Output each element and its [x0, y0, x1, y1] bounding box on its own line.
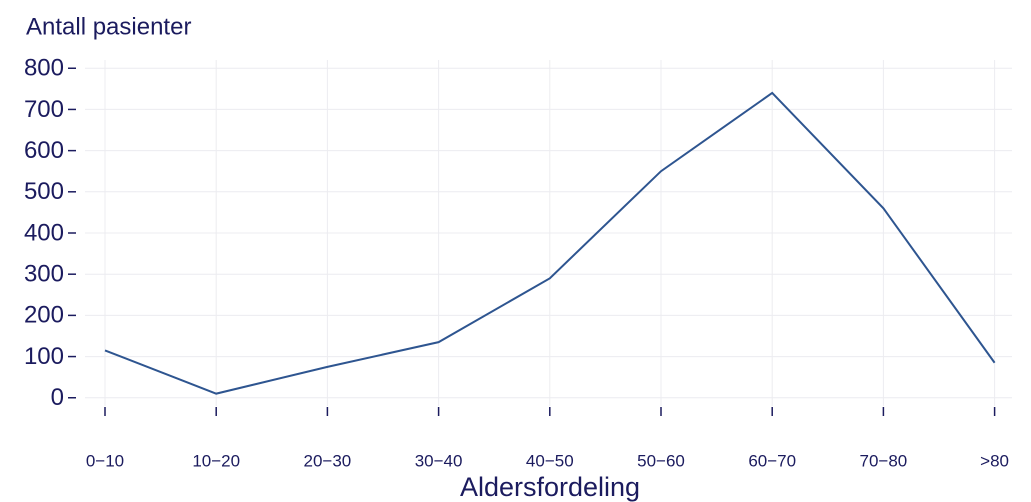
y-tick-label: 100 — [24, 343, 64, 370]
y-tick-label: 600 — [24, 137, 64, 164]
x-tick-label: 0−10 — [86, 451, 124, 470]
y-tick-label: 500 — [24, 178, 64, 205]
x-tick-label: 40−50 — [526, 451, 574, 470]
y-tick-label: 0 — [51, 384, 64, 411]
y-tick-label: 800 — [24, 55, 64, 82]
y-tick-label: 300 — [24, 261, 64, 288]
x-tick-label: 20−30 — [304, 451, 352, 470]
y-tick-label: 700 — [24, 96, 64, 123]
x-tick-label: 60−70 — [748, 451, 796, 470]
y-axis-title: Antall pasienter — [26, 13, 191, 40]
x-tick-label: 70−80 — [860, 451, 908, 470]
x-tick-label: >80 — [980, 451, 1009, 470]
x-tick-label: 30−40 — [415, 451, 463, 470]
x-axis-title: Aldersfordeling — [460, 472, 640, 502]
line-series — [104, 91, 996, 395]
x-tick-label: 50−60 — [637, 451, 685, 470]
y-tick-label: 200 — [24, 302, 64, 329]
x-tick-label: 10−20 — [192, 451, 240, 470]
y-tick-label: 400 — [24, 219, 64, 246]
